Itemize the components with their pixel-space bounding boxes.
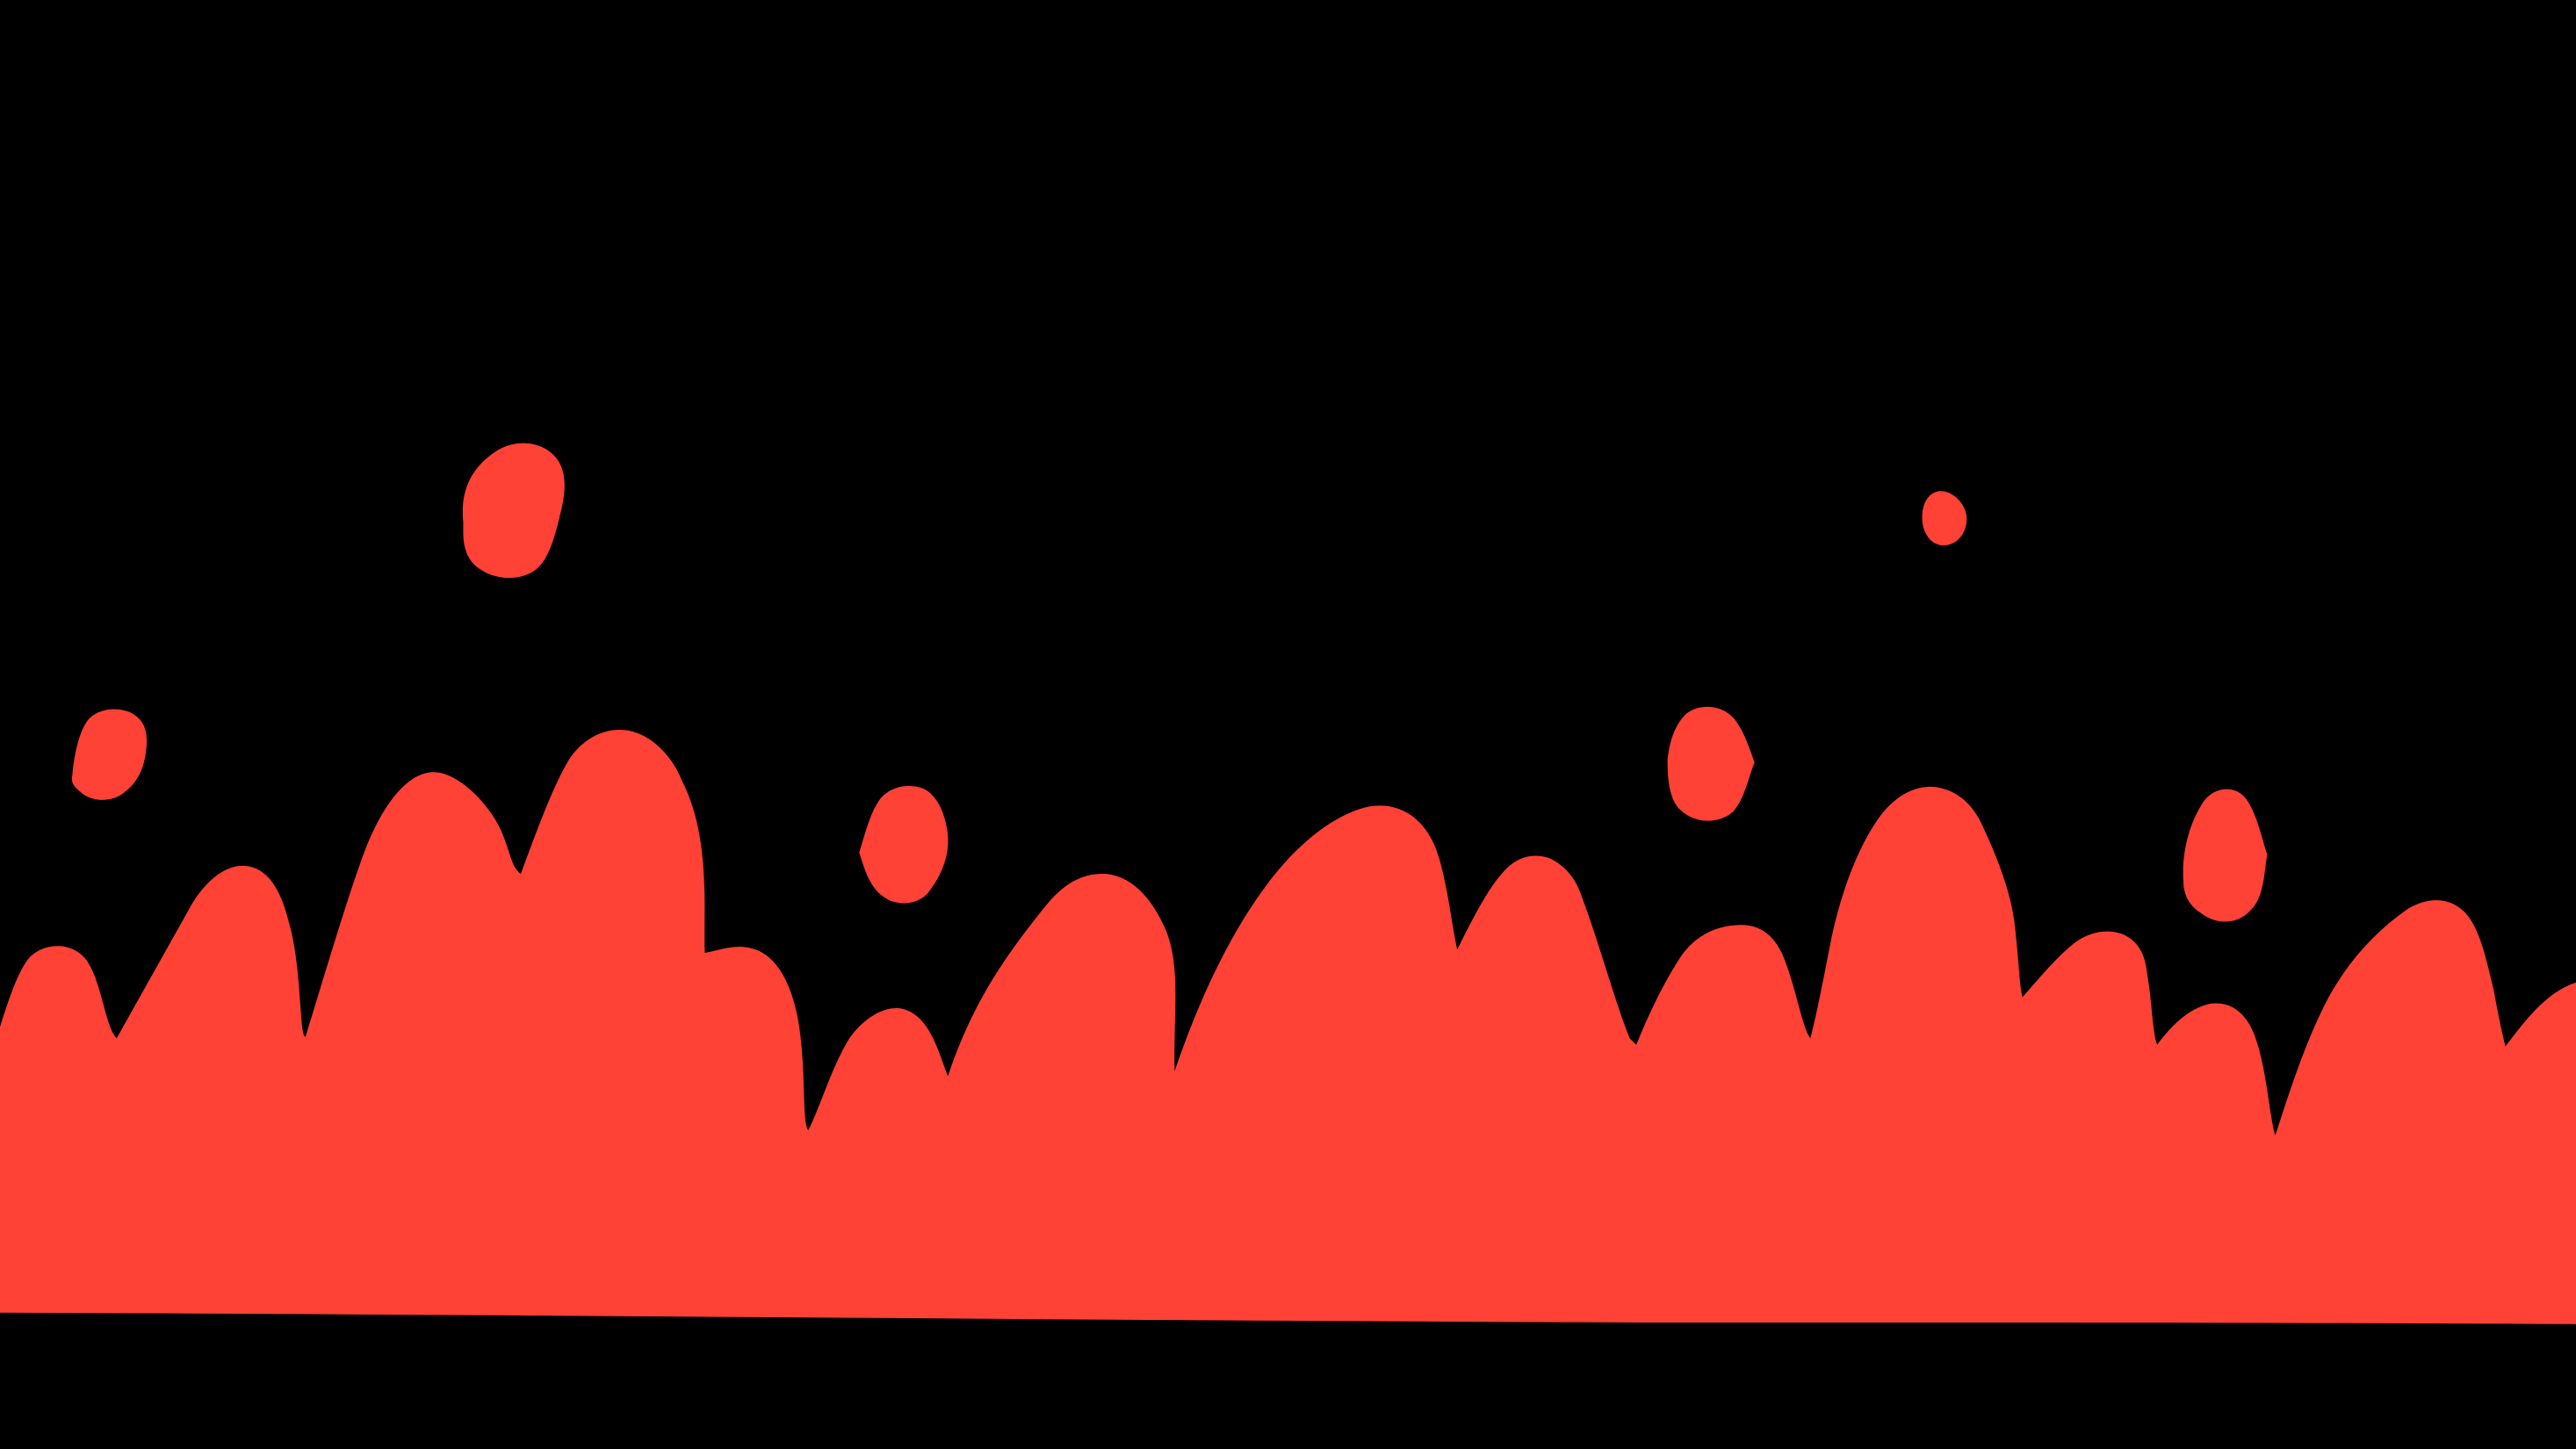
ember-droplet	[71, 709, 148, 800]
ember-droplet	[2183, 789, 2268, 922]
ember-droplet	[859, 786, 949, 904]
ember-droplet	[1922, 491, 1967, 546]
ember-droplet	[462, 443, 565, 579]
ember-droplet	[1667, 706, 1755, 821]
flame-body	[0, 729, 2576, 1324]
